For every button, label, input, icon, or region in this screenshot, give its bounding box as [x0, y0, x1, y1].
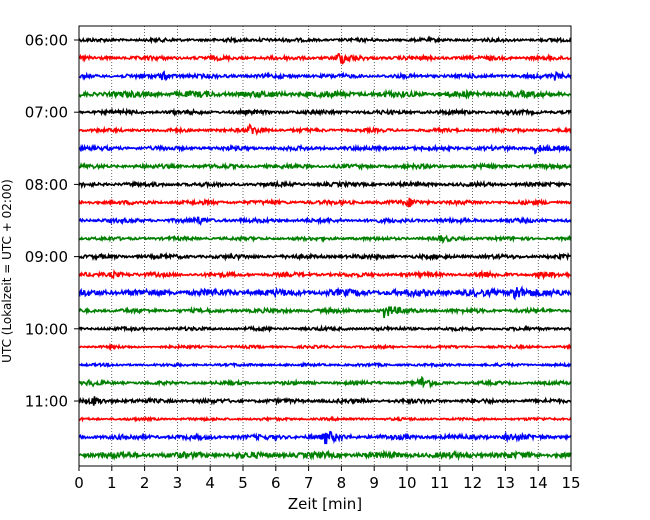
x-tick-label: 5 — [238, 474, 248, 492]
x-tick-label: 9 — [369, 474, 379, 492]
x-axis-ticks: 0 1 2 3 4 5 6 7 8 9 10 11 12 13 14 15 — [74, 466, 581, 492]
x-tick-label: 10 — [397, 474, 416, 492]
x-tick-label: 12 — [463, 474, 482, 492]
seismogram-trace-0845 — [78, 234, 572, 245]
y-tick-label: 07:00 — [25, 104, 68, 122]
seismogram-trace-1130 — [78, 430, 572, 445]
seismogram-trace-0900 — [78, 251, 572, 262]
seismogram-trace-0700 — [78, 107, 572, 117]
seismogram-trace-0930 — [78, 285, 572, 301]
x-tick-label: 7 — [304, 474, 314, 492]
x-tick-label: 13 — [496, 474, 515, 492]
x-tick-label: 1 — [107, 474, 117, 492]
plot-frame — [78, 25, 572, 467]
x-axis-label: Zeit [min] — [288, 495, 362, 513]
seismogram-trace-0830 — [78, 215, 572, 226]
seismogram-trace-1000 — [78, 324, 572, 334]
seismogram-trace-0915 — [78, 269, 572, 281]
x-tick-label: 8 — [337, 474, 347, 492]
y-tick-label: 10:00 — [25, 320, 68, 338]
seismogram-trace-0945 — [78, 305, 572, 319]
seismogram-trace-0600 — [78, 35, 572, 45]
x-tick-label: 15 — [561, 474, 580, 492]
y-axis-label: UTC (Lokalzeit = UTC + 02:00) — [0, 179, 14, 363]
seismogram-trace-0745 — [78, 161, 572, 172]
x-tick-label: 6 — [271, 474, 281, 492]
seismogram-trace-1115 — [78, 415, 572, 423]
seismogram-trace-1145 — [78, 449, 572, 462]
vertical-grid — [111, 26, 539, 466]
seismogram-trace-0645 — [78, 88, 572, 100]
y-tick-label: 11:00 — [25, 393, 68, 411]
seismogram-trace-0730 — [78, 143, 572, 155]
y-tick-label: 06:00 — [25, 32, 68, 50]
seismogram-trace-1030 — [78, 361, 572, 369]
seismogram-trace-0715 — [78, 123, 572, 136]
seismogram-trace-0815 — [78, 197, 572, 208]
x-tick-label: 0 — [74, 474, 84, 492]
x-tick-label: 4 — [205, 474, 215, 492]
seismogram-trace-1045 — [78, 375, 572, 390]
y-tick-label: 09:00 — [25, 248, 68, 266]
seismogram-trace-0800 — [78, 179, 572, 190]
y-axis-ticks: 06:00 07:00 08:00 09:00 10:00 11:00 — [25, 32, 79, 411]
seismogram-trace-0615 — [78, 52, 572, 65]
x-tick-label: 3 — [173, 474, 183, 492]
seismogram-trace-0630 — [78, 70, 572, 82]
y-tick-label: 08:00 — [25, 176, 68, 194]
x-tick-label: 11 — [430, 474, 449, 492]
seismogram-trace-1015 — [78, 342, 572, 352]
seismogram-trace-1100 — [78, 396, 572, 406]
x-tick-label: 2 — [140, 474, 150, 492]
x-tick-label: 14 — [529, 474, 548, 492]
seismogram-traces — [78, 35, 572, 462]
